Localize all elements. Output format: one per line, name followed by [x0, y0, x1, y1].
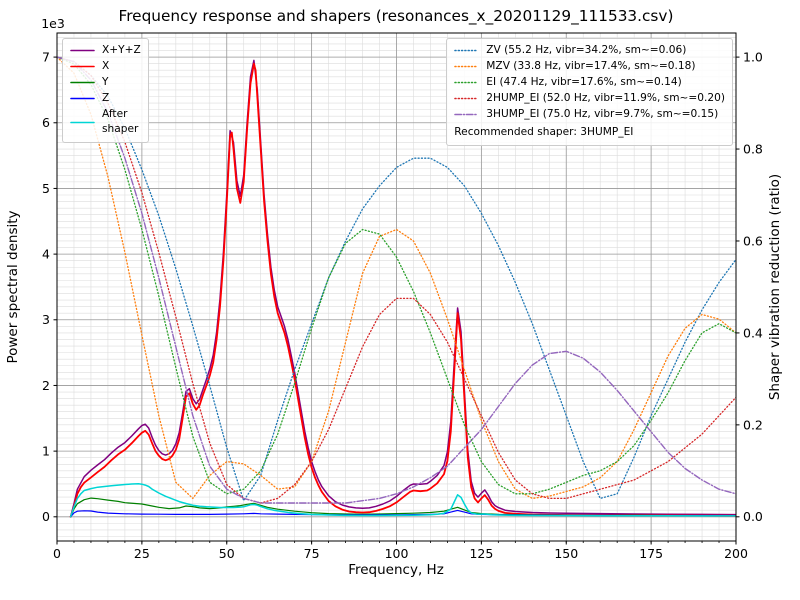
axis-offset-text: 1e3 [41, 16, 65, 31]
y-axis-label-right: Shaper vibration reduction (ratio) [767, 174, 783, 400]
series-2hump_ei [57, 56, 736, 504]
x-tick-label: 50 [219, 546, 235, 561]
legend-shapers: ZV (55.2 Hz, vibr=34.2%, sm~=0.06) MZV (3… [446, 38, 733, 147]
y-axis-label-left: Power spectral density [5, 210, 21, 363]
series-zv [57, 56, 736, 502]
legend-item-label: 3HUMP_EI (75.0 Hz, vibr=9.7%, sm~=0.15) [486, 107, 719, 120]
y-left-tick-label: 1 [42, 444, 50, 459]
legend-item-label: Z [102, 91, 110, 104]
y-left-tick-label: 4 [42, 247, 50, 262]
y-left-tick-label: 5 [42, 181, 50, 196]
legend-item-label: Y [102, 75, 109, 88]
series-curves [57, 56, 736, 518]
legend-item: 3HUMP_EI (75.0 Hz, vibr=9.7%, sm~=0.15) [454, 107, 725, 123]
legend-line-sample [70, 121, 95, 124]
series-ei [57, 56, 736, 495]
legend-item-label: ZV (55.2 Hz, vibr=34.2%, sm~=0.06) [486, 44, 687, 56]
y-right-tick-label: 0.8 [743, 141, 763, 156]
x-tick-label: 25 [134, 546, 150, 561]
legend-line-sample [70, 50, 95, 52]
legend-line-sample [454, 66, 480, 68]
y-right-tick-label: 0.2 [743, 417, 763, 432]
series-after-shaper [69, 483, 736, 518]
legend-line-sample [454, 81, 480, 84]
legend-item-label: EI (47.4 Hz, vibr=17.6%, sm~=0.14) [486, 75, 682, 88]
legend-item: After shaper [70, 107, 141, 139]
chart-title: Frequency response and shapers (resonanc… [119, 7, 674, 26]
y-left-tick-label: 0 [42, 509, 50, 524]
legend-psd: X+Y+Z X Y Z After shaper [62, 38, 149, 144]
y-right-tick-label: 0.4 [743, 325, 763, 340]
series-mzv [57, 56, 736, 500]
x-tick-label: 175 [639, 546, 663, 561]
x-axis-label: Frequency, Hz [348, 562, 444, 578]
legend-item-label: X+Y+Z [102, 44, 141, 56]
x-tick-label: 200 [724, 546, 748, 561]
y-right-tick-label: 1.0 [743, 50, 763, 65]
y-right-tick-label: 0.6 [743, 233, 763, 248]
series-x [69, 62, 736, 518]
series-y [69, 497, 736, 518]
legend-item-label: After shaper [102, 107, 139, 136]
legend-line-sample [70, 81, 95, 84]
y-left-tick-label: 3 [42, 312, 50, 327]
legend-item-label: 2HUMP_EI (52.0 Hz, vibr=11.9%, sm~=0.20) [486, 91, 725, 104]
legend-item: MZV (33.8 Hz, vibr=17.4%, sm~=0.18) [454, 59, 725, 75]
legend-line-sample [70, 97, 95, 100]
legend-line-sample [454, 97, 480, 100]
legend-item: X+Y+Z [70, 43, 141, 59]
y-left-tick-label: 2 [42, 378, 50, 393]
y-right-tick-label: 0.0 [743, 509, 763, 524]
x-tick-label: 125 [469, 546, 493, 561]
legend-item: Y [70, 75, 141, 91]
legend-line-sample [454, 50, 480, 52]
legend-item: X [70, 59, 141, 75]
legend-item: EI (47.4 Hz, vibr=17.6%, sm~=0.14) [454, 75, 725, 91]
series-3hump_ei [57, 56, 736, 504]
legend-item: Z [70, 91, 141, 107]
legend-line-sample [454, 113, 480, 116]
legend-item-label: X [102, 59, 110, 72]
x-tick-label: 0 [53, 546, 61, 561]
axis-ticks: 0 25 50 75 100 125 150 175 200 0 1 2 3 4 5 6 7 0.0 0.2 0.4 0… [42, 50, 763, 562]
recommended-shaper-text: Recommended shaper: 3HUMP_EI [454, 126, 634, 139]
legend-item: ZV (55.2 Hz, vibr=34.2%, sm~=0.06) [454, 43, 725, 59]
legend-item-label: MZV (33.8 Hz, vibr=17.4%, sm~=0.18) [486, 59, 696, 72]
y-left-tick-label: 7 [42, 50, 50, 65]
x-tick-label: 100 [385, 546, 409, 561]
x-tick-label: 150 [554, 546, 578, 561]
legend-line-sample [70, 66, 95, 68]
y-left-tick-label: 6 [42, 115, 50, 130]
legend-item: 2HUMP_EI (52.0 Hz, vibr=11.9%, sm~=0.20) [454, 91, 725, 107]
x-tick-label: 75 [304, 546, 320, 561]
